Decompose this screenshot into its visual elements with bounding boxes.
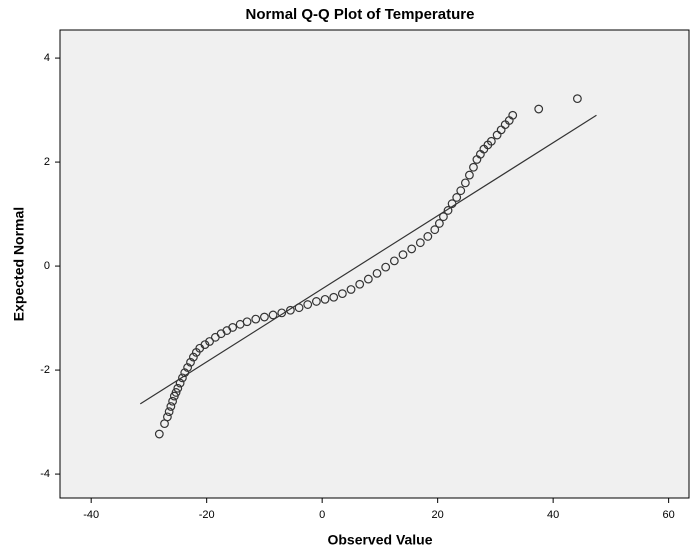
point bbox=[205, 337, 214, 346]
point bbox=[183, 363, 193, 372]
x-tick-label: -40 bbox=[83, 509, 99, 521]
point bbox=[346, 285, 356, 294]
point bbox=[251, 314, 261, 324]
y-axis-title: Expected Normal bbox=[11, 207, 27, 321]
x-tick-label: 40 bbox=[547, 509, 559, 521]
point bbox=[154, 429, 164, 439]
point bbox=[434, 219, 444, 228]
y-tick-label: 2 bbox=[44, 156, 50, 168]
point bbox=[311, 297, 321, 306]
point bbox=[447, 199, 457, 209]
point bbox=[572, 94, 582, 104]
x-tick-label: -20 bbox=[199, 509, 215, 521]
point bbox=[268, 310, 278, 320]
point bbox=[200, 340, 210, 350]
point bbox=[363, 274, 373, 284]
point bbox=[456, 186, 466, 196]
point bbox=[465, 170, 474, 180]
point bbox=[508, 110, 518, 120]
reference-line bbox=[139, 114, 597, 405]
point bbox=[452, 193, 462, 202]
point bbox=[329, 292, 339, 302]
plot-area bbox=[59, 29, 690, 499]
y-tick-label: -4 bbox=[40, 468, 50, 480]
point bbox=[439, 212, 448, 222]
point bbox=[175, 378, 185, 388]
point bbox=[486, 136, 496, 146]
point bbox=[398, 250, 408, 260]
point bbox=[228, 323, 238, 332]
point bbox=[173, 383, 183, 393]
point bbox=[423, 232, 433, 241]
point bbox=[180, 368, 190, 378]
point bbox=[389, 256, 399, 266]
point bbox=[164, 407, 174, 417]
point bbox=[294, 303, 304, 313]
point bbox=[460, 178, 470, 188]
point bbox=[443, 206, 453, 215]
point bbox=[430, 225, 440, 235]
point bbox=[260, 312, 269, 322]
x-axis-title: Observed Value bbox=[327, 532, 432, 548]
chart-title: Normal Q-Q Plot of Temperature bbox=[246, 6, 475, 23]
point bbox=[415, 238, 425, 248]
point bbox=[469, 162, 478, 172]
point bbox=[407, 244, 417, 254]
point bbox=[277, 308, 287, 318]
x-tick-label: 60 bbox=[663, 509, 675, 521]
point bbox=[168, 396, 178, 406]
point bbox=[320, 294, 330, 304]
point bbox=[186, 357, 195, 367]
y-tick-label: 4 bbox=[44, 52, 50, 64]
point bbox=[242, 317, 252, 327]
y-tick-label: 0 bbox=[44, 260, 50, 272]
point bbox=[355, 279, 365, 289]
point bbox=[286, 305, 295, 315]
point bbox=[171, 388, 181, 397]
point bbox=[188, 352, 198, 362]
point bbox=[303, 300, 313, 309]
x-tick-label: 0 bbox=[319, 509, 325, 521]
x-tick-label: 20 bbox=[432, 509, 444, 521]
point bbox=[163, 412, 172, 422]
point bbox=[381, 262, 391, 272]
point bbox=[178, 373, 187, 383]
point bbox=[534, 104, 544, 114]
point bbox=[166, 402, 176, 411]
y-tick-label: -2 bbox=[40, 364, 50, 376]
point bbox=[337, 289, 347, 299]
point bbox=[372, 268, 382, 278]
